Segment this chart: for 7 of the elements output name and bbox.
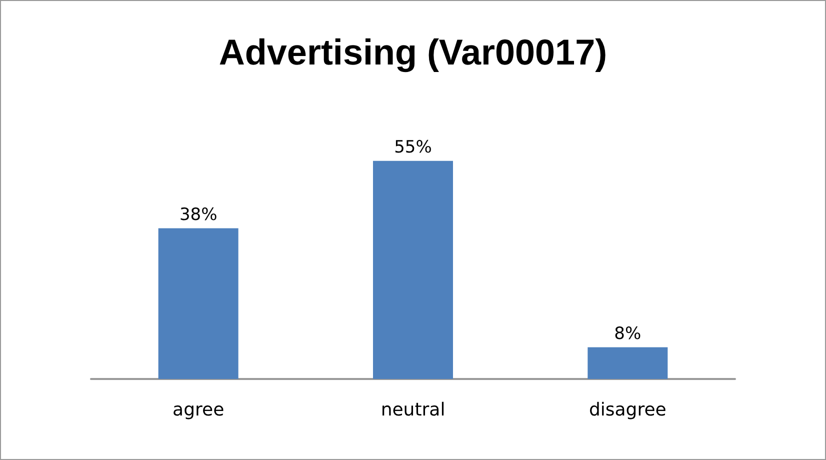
x-tick-label: neutral [380,400,446,420]
data-label: 8% [614,324,642,344]
x-tick-label: disagree [588,400,666,420]
data-label: 38% [179,204,218,225]
chart-title: Advertising (Var00017) [218,32,608,72]
x-tick-label: agree [172,400,224,420]
data-label: 55% [394,137,432,158]
